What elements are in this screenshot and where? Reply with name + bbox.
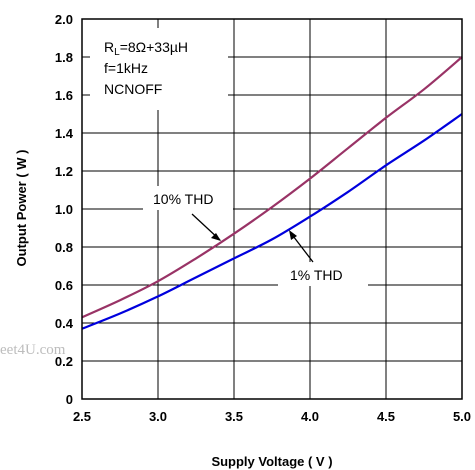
y-tick-label: 0.4 [55, 316, 74, 331]
annotation-10pct-label: 10% THD [153, 191, 213, 207]
y-tick-label: 0 [66, 392, 73, 407]
annotation-1pct-bg [278, 262, 368, 286]
y-tick-label: 1.6 [55, 88, 73, 103]
series-line-10pct-thd [81, 56, 463, 319]
y-tick-label: 2.0 [55, 12, 73, 27]
y-tick-label: 1.0 [55, 202, 73, 217]
conditions-box: RL=8Ω+33µH f=1kHz NCNOFF [90, 28, 228, 110]
watermark-text: eet4U.com [0, 342, 66, 358]
annotation-1pct-arrowhead [289, 230, 297, 240]
annotation-10pct: 10% THD [143, 186, 233, 241]
annotation-1pct: 1% THD [278, 230, 368, 286]
condition-mode: NCNOFF [104, 81, 162, 97]
y-axis-title: Output Power ( W ) [14, 150, 29, 267]
y-tick-label: 1.8 [55, 50, 73, 65]
x-axis-title: Supply Voltage ( V ) [211, 454, 332, 469]
x-tick-label: 4.5 [377, 409, 395, 424]
y-tick-label: 0.2 [55, 354, 73, 369]
annotation-1pct-label: 1% THD [290, 267, 343, 283]
x-tick-label: 2.5 [73, 409, 91, 424]
y-tick-label: 0.8 [55, 240, 73, 255]
annotation-10pct-arrowhead [211, 233, 221, 241]
conditions-box-bg [90, 28, 228, 110]
plot-frame [81, 18, 463, 400]
condition-frequency: f=1kHz [104, 60, 148, 76]
y-tick-label: 1.4 [55, 126, 74, 141]
curves [81, 56, 463, 330]
x-tick-label: 5.0 [453, 409, 471, 424]
condition-load: RL=8Ω+33µH [104, 39, 188, 58]
y-tick-label: 0.6 [55, 278, 73, 293]
y-tick-label: 1.2 [55, 164, 73, 179]
x-tick-label: 4.0 [301, 409, 319, 424]
x-tick-label: 3.5 [225, 409, 243, 424]
annotation-10pct-bg [143, 186, 233, 210]
series-line-1pct-thd [81, 113, 463, 330]
x-tick-label: 3.0 [149, 409, 167, 424]
tick-labels: 2.5 3.0 3.5 4.0 4.5 5.0 0 0.2 0.4 0.6 0.8 1.0 1.2 1.4… [55, 12, 471, 424]
